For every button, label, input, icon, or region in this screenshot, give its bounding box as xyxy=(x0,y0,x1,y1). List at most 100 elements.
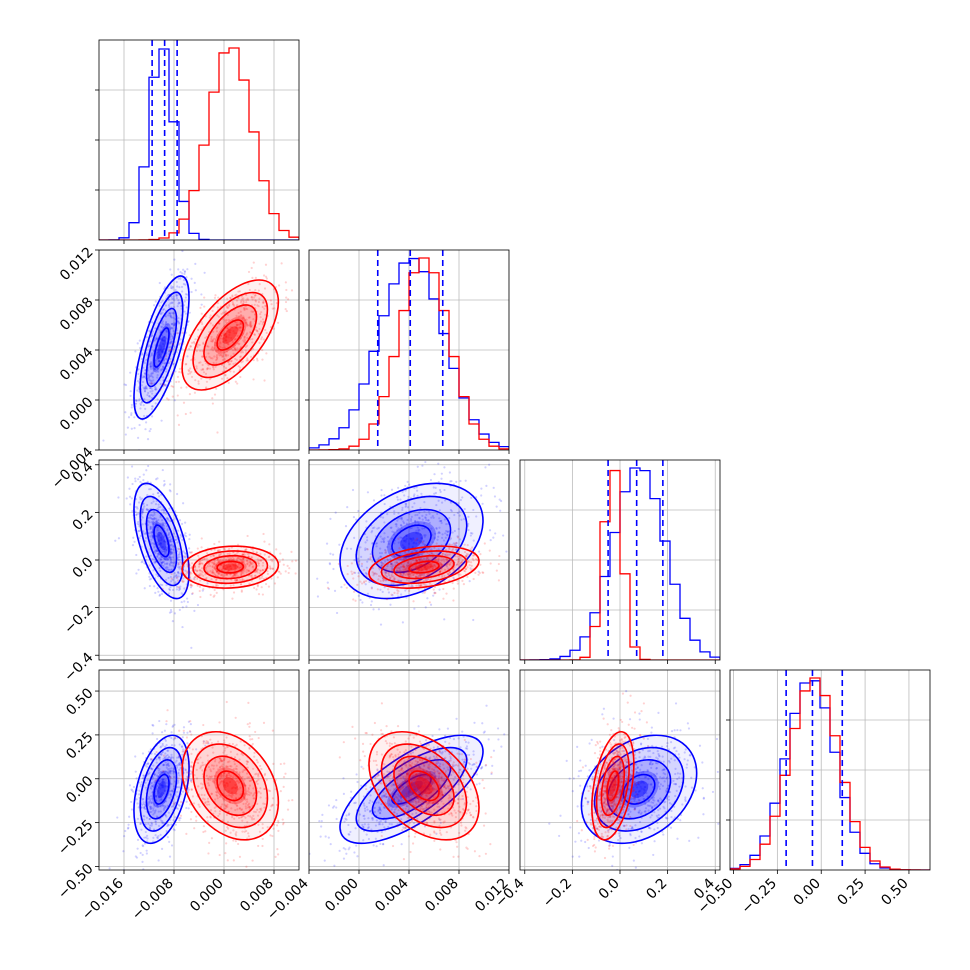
scatter-point xyxy=(284,570,287,573)
scatter-point xyxy=(399,573,402,576)
scatter-point xyxy=(412,568,415,571)
scatter-point xyxy=(262,321,265,324)
scatter-point xyxy=(212,554,215,557)
scatter-point xyxy=(260,559,263,562)
scatter-point xyxy=(242,297,245,300)
scatter-point xyxy=(169,490,172,493)
scatter-point xyxy=(154,337,157,340)
scatter-point xyxy=(402,565,405,568)
scatter-point xyxy=(221,354,224,357)
scatter-point xyxy=(158,756,161,759)
scatter-point xyxy=(170,273,173,276)
scatter-point xyxy=(169,483,172,486)
scatter-point xyxy=(346,506,349,509)
scatter-point xyxy=(286,564,289,567)
scatter-point xyxy=(167,576,170,580)
scatter-point xyxy=(220,776,223,779)
scatter-point xyxy=(403,539,406,542)
scatter-point xyxy=(169,757,173,761)
scatter-point xyxy=(248,735,251,738)
scatter-point xyxy=(218,322,221,325)
scatter-point xyxy=(407,555,410,558)
scatter-point xyxy=(209,570,212,573)
scatter-point xyxy=(137,399,141,402)
scatter-point xyxy=(207,782,210,785)
scatter-point xyxy=(135,506,138,509)
scatter-point xyxy=(150,797,153,800)
scatter-point xyxy=(182,726,186,729)
scatter-point xyxy=(277,570,280,573)
scatter-point xyxy=(246,806,250,809)
scatter-point xyxy=(453,570,456,573)
scatter-point xyxy=(390,567,394,570)
scatter-point xyxy=(181,580,184,583)
scatter-point xyxy=(251,548,254,551)
scatter-point xyxy=(458,565,461,569)
scatter-point xyxy=(174,816,177,819)
scatter-point xyxy=(363,807,367,810)
scatter-point xyxy=(191,237,193,239)
scatter-point xyxy=(262,300,265,303)
scatter-point xyxy=(167,346,170,349)
scatter-point xyxy=(426,557,430,560)
scatter-point xyxy=(184,363,187,366)
scatter-point xyxy=(170,823,173,826)
scatter-point xyxy=(371,541,374,545)
scatter-point xyxy=(434,486,437,490)
scatter-point xyxy=(234,572,237,575)
scatter-point xyxy=(240,314,243,317)
scatter-point xyxy=(274,855,277,858)
scatter-point xyxy=(164,383,167,387)
scatter-point xyxy=(163,535,166,538)
scatter-point xyxy=(246,798,249,801)
contour-line xyxy=(133,275,190,420)
scatter-point xyxy=(232,768,235,771)
scatter-point xyxy=(218,812,221,816)
scatter-point xyxy=(153,339,157,342)
scatter-point xyxy=(377,578,380,581)
scatter-point xyxy=(177,316,180,320)
scatter-point xyxy=(156,529,159,532)
scatter-point xyxy=(167,533,170,537)
scatter-point xyxy=(498,498,501,501)
scatter-point xyxy=(143,807,146,810)
scatter-point xyxy=(259,809,263,812)
scatter-point xyxy=(140,876,142,878)
scatter-point xyxy=(148,516,151,519)
scatter-point xyxy=(407,575,410,578)
scatter-point xyxy=(181,790,185,793)
scatter-point xyxy=(433,563,436,566)
scatter-point xyxy=(231,349,235,352)
scatter-point xyxy=(237,781,240,784)
scatter-point xyxy=(252,565,255,568)
scatter-point xyxy=(423,522,426,525)
scatter-point xyxy=(251,794,255,797)
scatter-point xyxy=(266,570,269,573)
scatter-point xyxy=(399,580,402,583)
scatter-point xyxy=(278,571,281,574)
scatter-point xyxy=(221,358,224,361)
scatter-point xyxy=(433,591,436,594)
scatter-point xyxy=(233,344,237,347)
scatter-point xyxy=(177,562,180,566)
scatter-point xyxy=(395,561,398,565)
scatter-point xyxy=(258,297,261,300)
scatter-point xyxy=(198,805,201,808)
scatter-point xyxy=(404,573,407,576)
scatter-point xyxy=(252,296,256,299)
scatter-point xyxy=(215,571,218,574)
scatter-point xyxy=(415,584,418,587)
scatter-point xyxy=(156,355,159,358)
scatter-point xyxy=(227,790,230,793)
scatter-point xyxy=(254,276,257,279)
scatter-point xyxy=(262,532,265,536)
scatter-point xyxy=(378,568,381,571)
scatter-point xyxy=(256,585,259,588)
scatter-point xyxy=(243,784,247,787)
scatter-point xyxy=(177,299,180,302)
scatter-point xyxy=(225,782,229,785)
scatter-point xyxy=(235,777,238,780)
scatter-point xyxy=(251,738,254,741)
scatter-point xyxy=(225,305,228,308)
scatter-point xyxy=(168,790,172,793)
